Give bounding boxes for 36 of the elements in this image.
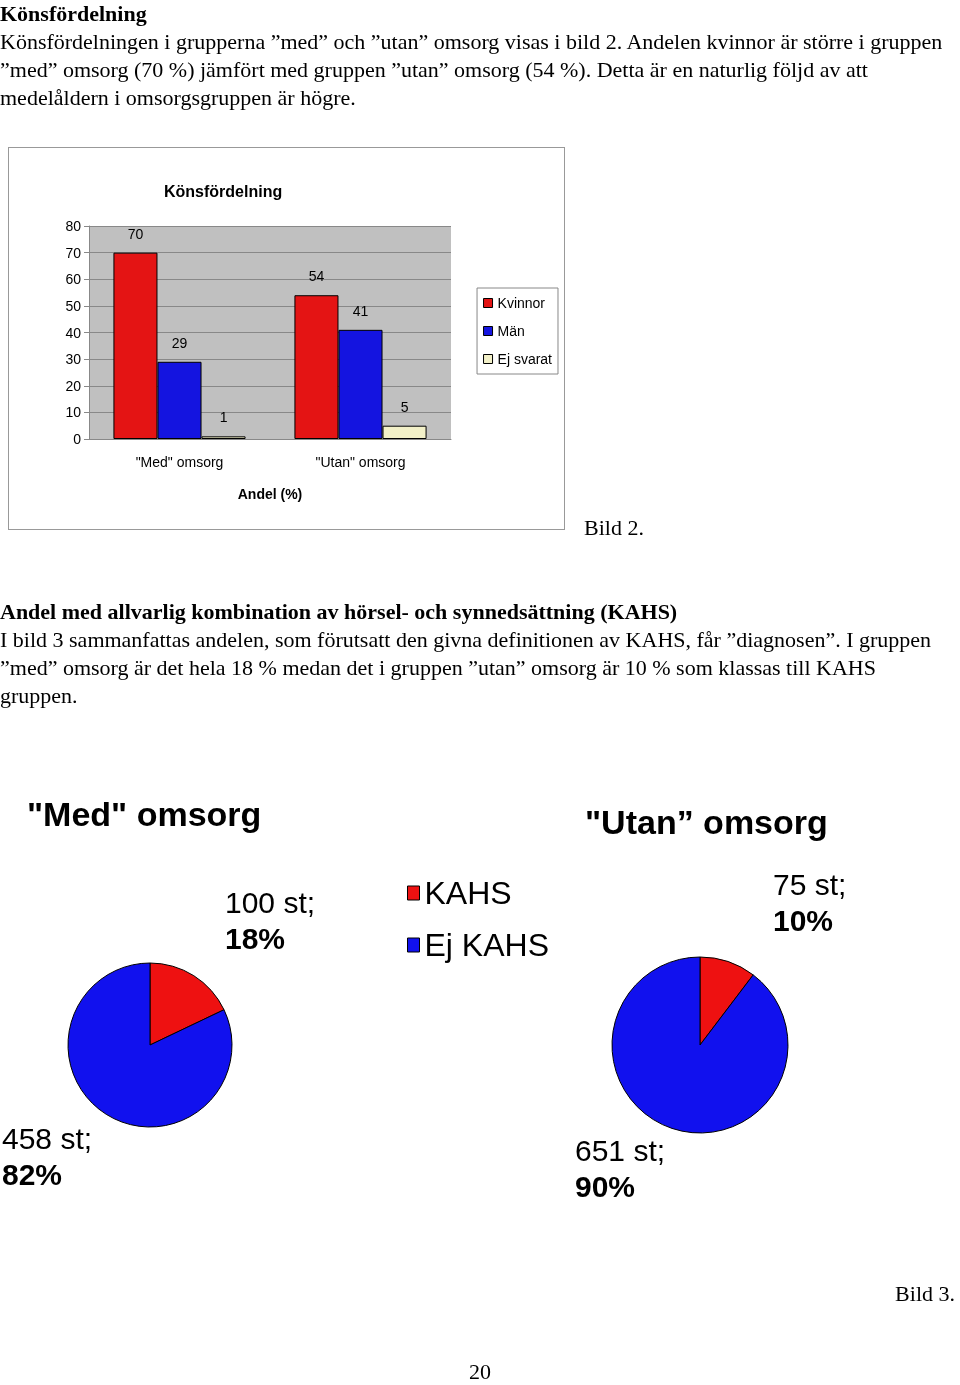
y-tick-label: 40: [65, 324, 82, 341]
x-tick-label: "Utan" omsorg: [315, 454, 406, 470]
legend-label: Ej KAHS: [424, 927, 549, 963]
data-label: 41: [352, 302, 369, 319]
y-tick-label: 80: [65, 218, 82, 234]
y-tick-label: 30: [65, 351, 82, 368]
y-tick-label: 10: [65, 404, 82, 421]
y-tick-label: 0: [73, 431, 82, 447]
data-label: 70: [127, 225, 144, 242]
data-label: 1: [219, 409, 228, 426]
y-tick-label: 50: [65, 297, 82, 314]
y-tick-label: 70: [65, 244, 82, 261]
text: Andel med allvarlig kombination av hörsel- och synnedsättning (KAHS): [0, 598, 679, 626]
data-label: 5: [400, 398, 409, 415]
y-tick-label: 60: [65, 271, 82, 288]
legend-label: Kvinnor: [497, 295, 546, 311]
legend-label: KAHS: [424, 875, 512, 911]
chart-title: Könsfördelning: [164, 182, 283, 200]
data-label: 651 st; 90%: [575, 1133, 666, 1203]
data-label: 54: [308, 268, 325, 285]
text: Könsfördelning: [0, 0, 148, 28]
legend-label: Ej svarat: [497, 351, 553, 367]
data-label: 100 st; 18%: [225, 885, 316, 955]
chart-title: "Utan” omsorg: [585, 803, 828, 841]
text: Bild 3.: [894, 1280, 955, 1308]
chart-title: "Med" omsorg: [27, 795, 262, 833]
text: Bild 2.: [584, 514, 645, 542]
text: I bild 3 sammanfattas andelen, som förutsatt den givna definitionen av KAHS, får ”diagnosen”. I gruppen ”med” omsorg är det hela 18 % medan det i gruppen ”utan” omsorg är 10 % som klassas till KAHS gruppen.: [0, 626, 933, 710]
data-label: 29: [171, 334, 188, 351]
legend-label: Män: [497, 323, 525, 339]
text: Könsfördelningen i grupperna ”med” och ”utan” omsorg visas i bild 2. Andelen kvinnor är större i gruppen ”med” omsorg (70 %) jämfört med gruppen ”utan” omsorg (54 %). Detta är en naturlig följd av att medelåldern i omsorgsgruppen är högre.: [0, 28, 944, 112]
y-tick-label: 20: [65, 377, 82, 394]
x-axis-title: Andel (%): [237, 486, 303, 502]
data-label: 75 st; 10%: [773, 867, 847, 937]
text: 20: [468, 1358, 492, 1385]
data-label: 458 st; 82%: [2, 1121, 93, 1191]
